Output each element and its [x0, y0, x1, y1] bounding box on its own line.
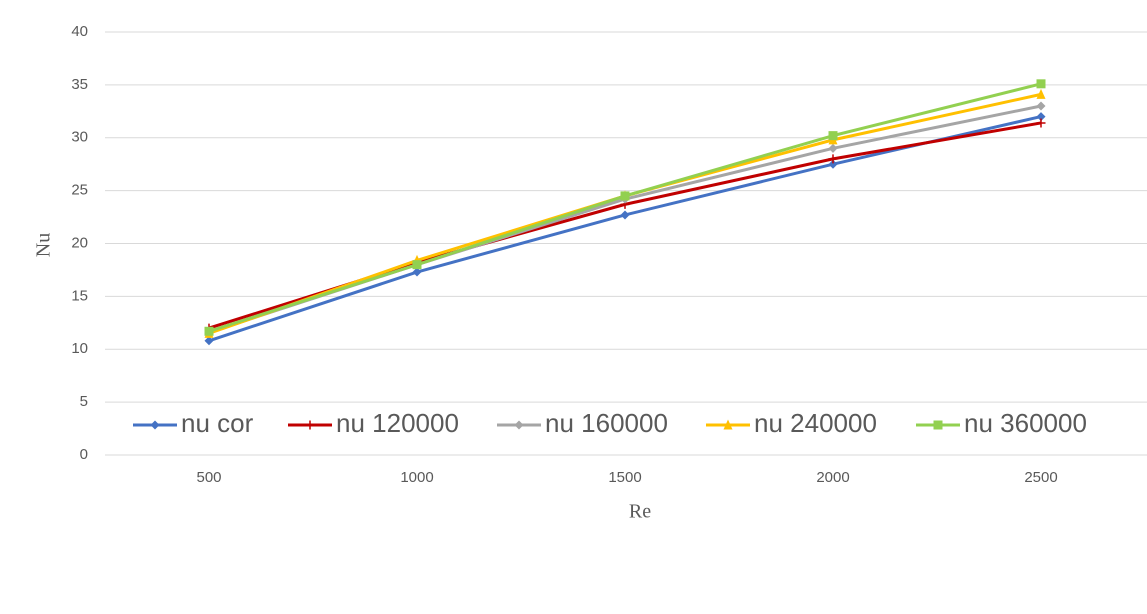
y-tick-label: 10 [71, 340, 88, 357]
y-tick-label: 20 [71, 234, 88, 251]
y-tick-label: 15 [71, 287, 88, 304]
x-tick-label: 2000 [816, 469, 849, 486]
x-tick-label: 500 [196, 469, 221, 486]
series-line [208, 115, 1042, 343]
marker [828, 131, 838, 141]
marker [305, 420, 315, 430]
x-tick-label: 1000 [400, 469, 433, 486]
legend-label: nu 240000 [754, 408, 877, 438]
marker [828, 154, 838, 164]
x-tick-label: 1500 [608, 469, 641, 486]
legend-label: nu 360000 [964, 408, 1087, 438]
marker [1036, 79, 1046, 89]
marker [1036, 112, 1046, 122]
x-axis-title: Re [629, 501, 651, 523]
marker [1036, 88, 1046, 99]
marker [514, 420, 524, 430]
y-axis-title: Nu [33, 233, 55, 257]
marker [723, 419, 733, 430]
marker [933, 420, 943, 430]
y-tick-label: 30 [71, 129, 88, 146]
marker [412, 260, 422, 270]
marker [150, 420, 160, 430]
legend-label: nu 120000 [336, 408, 459, 438]
marker [204, 326, 214, 336]
marker [828, 159, 838, 169]
series-line [208, 121, 1042, 330]
marker [412, 267, 422, 277]
y-tick-label: 5 [80, 393, 88, 410]
marker [828, 143, 838, 153]
x-tick-label: 2500 [1024, 469, 1057, 486]
marker [620, 210, 630, 220]
legend-label: nu cor [181, 408, 254, 438]
y-tick-label: 25 [71, 182, 88, 199]
marker [1036, 101, 1046, 111]
marker [1036, 118, 1046, 128]
marker [620, 191, 630, 201]
legend-label: nu 160000 [545, 408, 668, 438]
y-tick-label: 0 [80, 446, 88, 463]
y-tick-label: 35 [71, 76, 88, 93]
marker [204, 336, 214, 346]
y-tick-label: 40 [71, 23, 88, 40]
